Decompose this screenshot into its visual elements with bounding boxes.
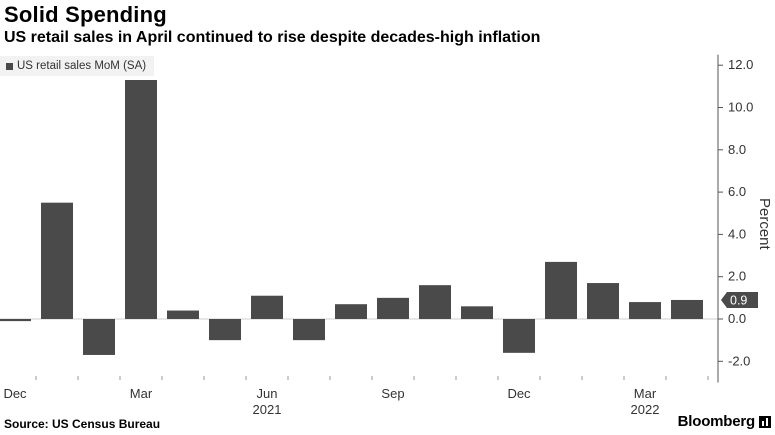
bar-may-2021 — [209, 319, 241, 341]
bar-jan-2021 — [41, 202, 73, 319]
x-tick-label: Mar — [130, 386, 153, 401]
last-value-box — [721, 291, 758, 308]
x-tick-label: Mar — [634, 386, 657, 401]
bar-mar-2021 — [125, 80, 157, 319]
bar-jul-2021 — [293, 319, 325, 341]
bar-nov-2021 — [461, 306, 493, 319]
y-tick-label: 10.0 — [728, 100, 753, 115]
x-year-label: 2021 — [253, 402, 282, 417]
last-value-label: 0.9 — [730, 293, 747, 307]
legend-swatch — [6, 62, 13, 70]
bar-dec-2021 — [503, 319, 535, 353]
bar-apr-2021 — [167, 310, 199, 319]
bar-mar-2022 — [629, 302, 661, 319]
x-tick-label: Dec — [507, 386, 531, 401]
bar-dec-2020 — [0, 319, 31, 322]
bar-sep-2021 — [377, 297, 409, 319]
y-tick-label: 0.0 — [728, 311, 746, 326]
x-tick-label: Sep — [381, 386, 404, 401]
bar-oct-2021 — [419, 285, 451, 319]
bar-feb-2022 — [587, 283, 619, 319]
bar-jan-2022 — [545, 261, 577, 319]
chart-title: Solid Spending — [4, 2, 167, 27]
x-tick-label: Jun — [257, 386, 278, 401]
x-year-label: 2022 — [631, 402, 660, 417]
y-tick-label: -2.0 — [728, 353, 750, 368]
y-tick-label: 12.0 — [728, 57, 753, 72]
bar-aug-2021 — [335, 304, 367, 319]
legend: US retail sales MoM (SA) — [0, 56, 155, 76]
bloomberg-logo-icon — [759, 415, 771, 428]
y-tick-label: 2.0 — [728, 269, 746, 284]
y-tick-label: 6.0 — [728, 184, 746, 199]
chart-subtitle: US retail sales in April continued to ri… — [4, 29, 541, 46]
x-tick-label: Dec — [3, 386, 27, 401]
brand-name: Bloomberg — [677, 413, 756, 430]
y-axis-title: Percent — [756, 198, 773, 251]
source-note: Source: US Census Bureau — [4, 417, 161, 431]
bar-jun-2021 — [251, 295, 283, 319]
y-tick-label: 4.0 — [728, 226, 746, 241]
y-tick-label: 8.0 — [728, 142, 746, 157]
bar-feb-2021 — [83, 319, 115, 355]
bar-apr-2022 — [671, 299, 703, 319]
brand: Bloomberg — [678, 413, 771, 430]
legend-label: US retail sales MoM (SA) — [17, 60, 147, 72]
